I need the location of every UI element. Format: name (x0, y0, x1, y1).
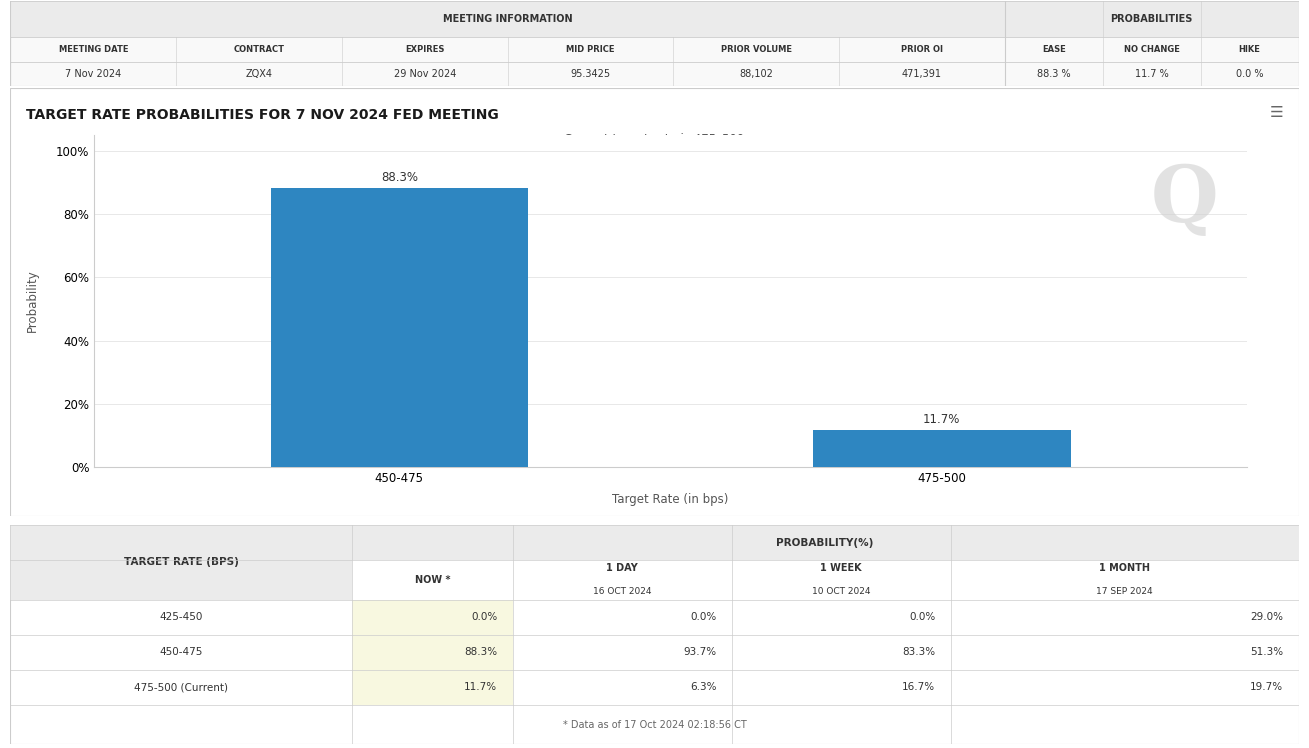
Text: 450-475: 450-475 (160, 647, 203, 657)
Y-axis label: Probability: Probability (26, 270, 39, 333)
Text: EXPIRES: EXPIRES (404, 45, 445, 54)
Text: 51.3%: 51.3% (1250, 647, 1283, 657)
Text: 88.3%: 88.3% (465, 647, 497, 657)
Text: 17 SEP 2024: 17 SEP 2024 (1097, 587, 1153, 596)
Bar (352, 600, 513, 634)
Text: 475-500 (Current): 475-500 (Current) (134, 682, 228, 693)
Text: 88.3 %: 88.3 % (1037, 69, 1071, 79)
Text: 16 OCT 2024: 16 OCT 2024 (593, 587, 652, 596)
Text: 7 Nov 2024: 7 Nov 2024 (65, 69, 122, 79)
Text: MEETING DATE: MEETING DATE (59, 45, 128, 54)
Text: PRIOR OI: PRIOR OI (901, 45, 942, 54)
Text: 0.0%: 0.0% (908, 612, 936, 622)
Text: PROBABILITY(%): PROBABILITY(%) (776, 538, 874, 548)
Text: 6.3%: 6.3% (690, 682, 716, 693)
X-axis label: Target Rate (in bps): Target Rate (in bps) (613, 493, 729, 506)
Text: 29 Nov 2024: 29 Nov 2024 (394, 69, 456, 79)
Text: CONTRACT: CONTRACT (233, 45, 284, 54)
Text: HIKE: HIKE (1238, 45, 1261, 54)
Text: 0.0 %: 0.0 % (1236, 69, 1263, 79)
Text: 83.3%: 83.3% (902, 647, 936, 657)
Bar (352, 525, 1299, 560)
Text: PROBABILITIES: PROBABILITIES (1110, 14, 1192, 24)
Text: 1 DAY: 1 DAY (606, 562, 639, 573)
Text: * Data as of 17 Oct 2024 02:18:56 CT: * Data as of 17 Oct 2024 02:18:56 CT (563, 720, 746, 729)
Text: 88.3%: 88.3% (381, 171, 418, 184)
Bar (10, 525, 352, 600)
Text: 11.7 %: 11.7 % (1135, 69, 1169, 79)
Text: 95.3425: 95.3425 (571, 69, 610, 79)
Text: 471,391: 471,391 (902, 69, 942, 79)
Text: MEETING INFORMATION: MEETING INFORMATION (442, 14, 572, 24)
Bar (813, 430, 1071, 467)
Text: NOW *: NOW * (415, 575, 450, 585)
Text: 10 OCT 2024: 10 OCT 2024 (812, 587, 870, 596)
Text: PRIOR VOLUME: PRIOR VOLUME (721, 45, 792, 54)
Text: 1 WEEK: 1 WEEK (821, 562, 863, 573)
Text: MID PRICE: MID PRICE (567, 45, 615, 54)
Text: ☰: ☰ (1270, 105, 1283, 120)
Bar (10, 1, 1005, 37)
Text: 19.7%: 19.7% (1250, 682, 1283, 693)
Bar (352, 669, 513, 705)
Text: Q: Q (1151, 162, 1219, 238)
Text: 1 MONTH: 1 MONTH (1100, 562, 1151, 573)
Text: 29.0%: 29.0% (1250, 612, 1283, 622)
Text: 0.0%: 0.0% (471, 612, 497, 622)
Text: 11.7%: 11.7% (923, 413, 961, 426)
Text: 88,102: 88,102 (740, 69, 774, 79)
Text: 11.7%: 11.7% (465, 682, 497, 693)
Text: 0.0%: 0.0% (690, 612, 716, 622)
Text: EASE: EASE (1042, 45, 1066, 54)
Text: TARGET RATE (BPS): TARGET RATE (BPS) (124, 557, 238, 567)
Text: 425-450: 425-450 (160, 612, 203, 622)
Bar (1005, 1, 1299, 37)
Text: NO CHANGE: NO CHANGE (1123, 45, 1179, 54)
Text: ZQX4: ZQX4 (246, 69, 272, 79)
Bar (352, 634, 513, 669)
Text: 93.7%: 93.7% (683, 647, 716, 657)
Text: TARGET RATE PROBABILITIES FOR 7 NOV 2024 FED MEETING: TARGET RATE PROBABILITIES FOR 7 NOV 2024… (26, 108, 499, 121)
Text: 16.7%: 16.7% (902, 682, 936, 693)
Text: Current target rate is 475–500: Current target rate is 475–500 (564, 133, 745, 146)
Bar (271, 188, 529, 467)
